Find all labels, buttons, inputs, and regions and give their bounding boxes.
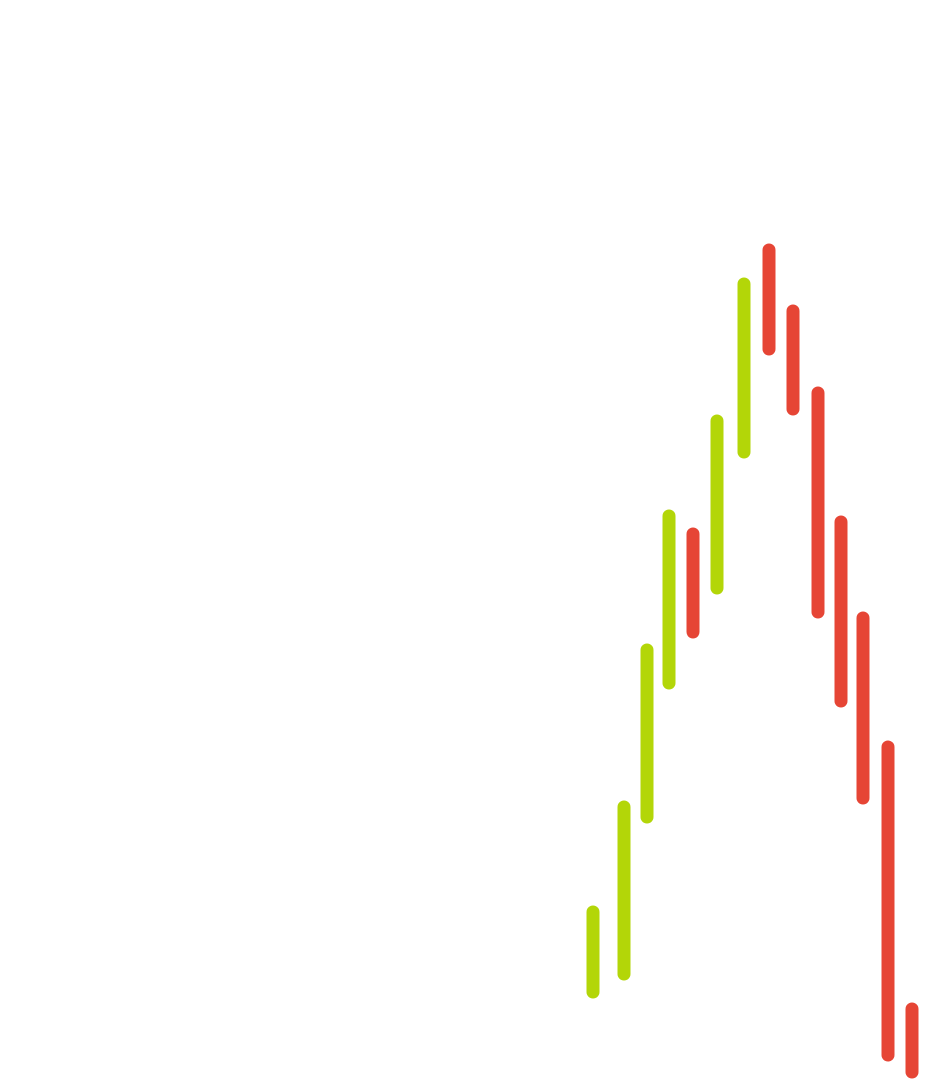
candles-group (586, 243, 919, 1079)
